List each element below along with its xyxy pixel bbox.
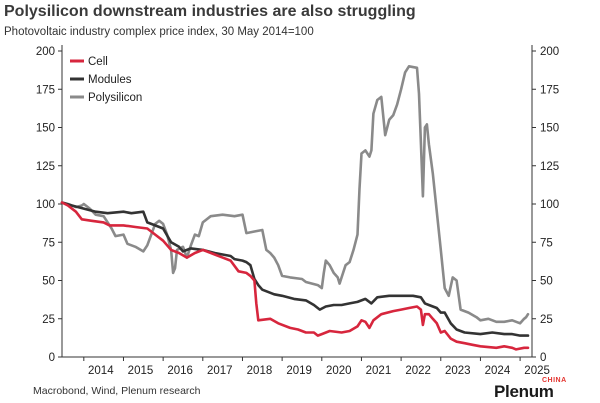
x-tick-label: 2020 <box>326 365 352 377</box>
y-tick-label-left: 75 <box>42 237 55 249</box>
x-tick-label: 2019 <box>286 365 312 377</box>
y-tick-label-left: 25 <box>42 314 55 326</box>
x-tick-label: 2022 <box>405 365 431 377</box>
y-tick-label-right: 100 <box>540 199 559 211</box>
logo-tag: CHINA <box>542 377 567 384</box>
source-note: Macrobond, Wind, Plenum research <box>33 385 201 397</box>
y-tick-label-right: 50 <box>540 276 553 288</box>
y-tick-label-left: 125 <box>36 161 55 173</box>
x-tick-label: 2017 <box>207 365 233 377</box>
x-tick-label: 2025 <box>524 365 550 377</box>
logo-wordmark: Plenum <box>494 382 554 401</box>
y-tick-label-right: 200 <box>540 46 559 58</box>
x-tick-label: 2021 <box>366 365 392 377</box>
y-tick-label-right: 75 <box>540 237 553 249</box>
y-tick-label-left: 50 <box>42 276 55 288</box>
y-tick-label-left: 0 <box>49 352 55 364</box>
y-tick-label-right: 150 <box>540 123 559 135</box>
x-tick-label: 2016 <box>167 365 193 377</box>
y-tick-label-left: 150 <box>36 123 55 135</box>
plenum-logo: Plenum CHINA <box>494 377 594 402</box>
series-line-cell <box>60 201 530 351</box>
x-tick-label: 2014 <box>88 365 114 377</box>
legend-label-polysilicon: Polysilicon <box>88 92 142 104</box>
chart-subtitle: Photovoltaic industry complex price inde… <box>4 26 314 38</box>
x-tick-label: 2015 <box>128 365 154 377</box>
y-tick-label-left: 200 <box>36 46 55 58</box>
x-tick-label: 2018 <box>247 365 273 377</box>
y-tick-label-right: 125 <box>540 161 559 173</box>
chart-title: Polysilicon downstream industries are al… <box>4 3 416 20</box>
x-tick-label: 2023 <box>445 365 471 377</box>
legend-label-modules: Modules <box>88 74 132 86</box>
legend-label-cell: Cell <box>88 56 108 68</box>
y-tick-label-left: 100 <box>36 199 55 211</box>
y-tick-label-right: 25 <box>540 314 553 326</box>
x-tick-label: 2024 <box>485 365 511 377</box>
y-tick-label-right: 0 <box>540 352 546 364</box>
y-tick-label-left: 175 <box>36 84 55 96</box>
series-line-modules <box>60 201 530 337</box>
series-line-polysilicon <box>60 65 530 325</box>
y-tick-label-right: 175 <box>540 84 559 96</box>
